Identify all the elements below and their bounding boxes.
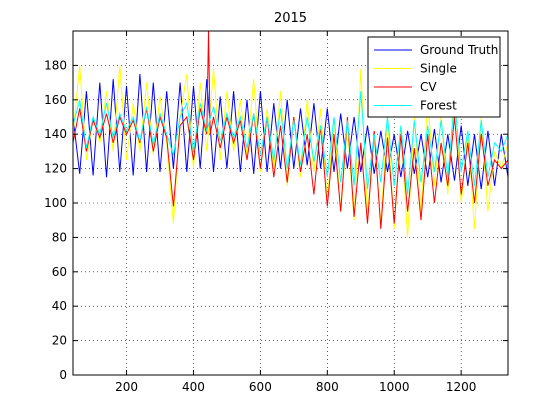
x-tick-label: 1200	[446, 380, 477, 394]
x-tick-label: 1000	[379, 380, 410, 394]
y-tick-label: 20	[52, 334, 67, 348]
x-tick-label: 200	[115, 380, 138, 394]
y-tick-label: 0	[59, 368, 67, 382]
legend-label: Forest	[420, 99, 457, 113]
legend: Ground Truth Single CV Forest	[367, 36, 501, 118]
series-line-forest	[73, 91, 508, 195]
y-tick-label: 100	[44, 196, 67, 210]
legend-label: Single	[420, 62, 457, 76]
grid	[73, 31, 508, 375]
y-tick-label: 40	[52, 299, 67, 313]
y-tick-label: 80	[52, 230, 67, 244]
x-tick-label: 800	[316, 380, 339, 394]
x-tick-label: 600	[249, 380, 272, 394]
y-tick-label: 160	[44, 93, 67, 107]
y-tick-label: 140	[44, 127, 67, 141]
y-tick-label: 180	[44, 58, 67, 72]
legend-label: CV	[420, 80, 437, 94]
series-layer	[73, 31, 508, 238]
legend-label: Ground Truth	[420, 43, 498, 57]
chart-title: 2015	[274, 11, 307, 26]
ticks: 200 400 600 800 1000 1200 0 20 40 60 80 100 120 140 16…	[44, 31, 508, 394]
y-tick-label: 60	[52, 265, 67, 279]
y-tick-label: 120	[44, 162, 67, 176]
series-line-ground-truth	[73, 73, 508, 190]
x-tick-label: 400	[182, 380, 205, 394]
